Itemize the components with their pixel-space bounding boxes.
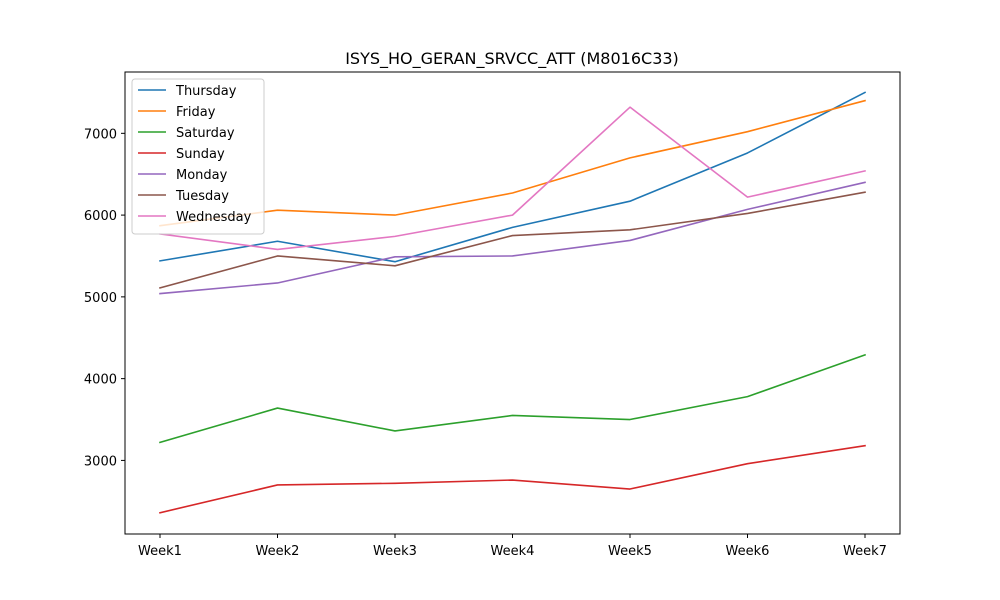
legend-label-monday: Monday — [176, 168, 228, 183]
legend: Thursday Friday Saturday Sunday Monday Tuesda… — [131, 78, 265, 235]
x-tick-label: Week2 — [256, 544, 300, 559]
x-tick-label: Week1 — [138, 544, 182, 559]
x-tick-label: Week6 — [726, 544, 770, 559]
legend-label-wednesday: Wednesday — [176, 210, 252, 225]
y-tick-label: 5000 — [84, 291, 117, 306]
chart-title: ISYS_HO_GERAN_SRVCC_ATT (M8016C33) — [345, 49, 679, 69]
y-tick-label: 3000 — [84, 454, 117, 469]
series-line-monday — [159, 181, 866, 295]
x-tick-label: Week3 — [373, 544, 417, 559]
y-tick-label: 6000 — [84, 209, 117, 224]
series-line-friday — [159, 99, 866, 227]
legend-label-sunday: Sunday — [176, 147, 225, 162]
series-line-tuesday — [159, 191, 866, 289]
series-line-wednesday — [159, 106, 866, 251]
series-line-saturday — [159, 353, 867, 444]
series-line-sunday — [159, 444, 866, 514]
y-tick-label: 4000 — [84, 373, 117, 388]
legend-label-tuesday: Tuesday — [175, 189, 229, 204]
legend-label-thursday: Thursday — [175, 84, 237, 99]
series-line-thursday — [159, 91, 867, 263]
y-tick-label: 7000 — [84, 127, 117, 142]
plot-area: Week1 Week2 Week3 Week4 Week5 Week6 Week7 3000 4… — [84, 71, 901, 559]
x-tick-label: Week5 — [608, 544, 652, 559]
legend-label-friday: Friday — [176, 105, 216, 120]
legend-label-saturday: Saturday — [176, 126, 235, 141]
x-tick-label: Week7 — [843, 544, 887, 559]
x-tick-label: Week4 — [491, 544, 535, 559]
